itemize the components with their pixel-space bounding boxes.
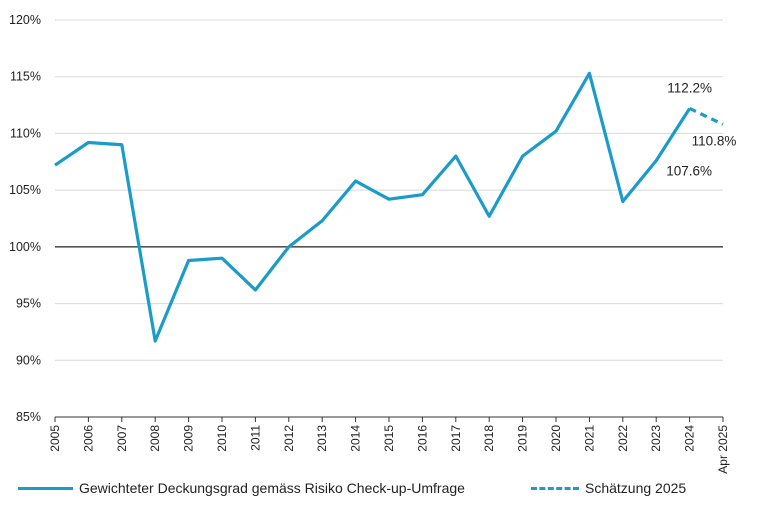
x-tick-label: 2016 bbox=[415, 425, 429, 452]
y-tick-label: 120% bbox=[9, 13, 41, 27]
x-tick-label: 2020 bbox=[549, 425, 563, 452]
y-tick-label: 90% bbox=[16, 353, 41, 367]
x-tick-label: 2005 bbox=[48, 425, 62, 452]
x-tick-label: 2017 bbox=[449, 425, 463, 452]
y-tick-label: 100% bbox=[9, 240, 41, 254]
series-lines bbox=[54, 71, 724, 343]
x-axis-ticks: 2005 2006 2007 2008 2009 2010 2011 2012 2013 2014… bbox=[48, 417, 730, 474]
line-chart: 85%90%95%100%105%110%115%120% 2005 2006 20… bbox=[9, 13, 736, 474]
legend-dashed-line-swatch bbox=[531, 486, 579, 490]
x-tick-label: 2008 bbox=[148, 425, 162, 452]
x-tick-label: 2015 bbox=[382, 425, 396, 452]
series-line-main bbox=[54, 71, 691, 343]
legend: Gewichteter Deckungsgrad gemäss Risiko C… bbox=[18, 480, 748, 502]
y-tick-label: 110% bbox=[10, 126, 41, 140]
y-tick-label: 115% bbox=[10, 70, 41, 84]
data-label: 112.2% bbox=[667, 80, 712, 95]
x-tick-label: 2024 bbox=[683, 425, 697, 452]
series-line-estimate bbox=[688, 107, 724, 126]
x-tick-label: 2007 bbox=[115, 425, 129, 452]
x-tick-label: 2013 bbox=[315, 425, 329, 452]
x-tick-label: 2014 bbox=[349, 425, 363, 452]
x-tick-label: 2009 bbox=[182, 425, 196, 452]
legend-solid-line-swatch bbox=[18, 486, 73, 490]
legend-item-main: Gewichteter Deckungsgrad gemäss Risiko C… bbox=[18, 480, 465, 496]
y-tick-label: 95% bbox=[16, 297, 41, 311]
x-tick-label: 2012 bbox=[282, 425, 296, 452]
annotations: 112.2% 110.8% 107.6% bbox=[666, 80, 736, 178]
x-tick-label: 2018 bbox=[482, 425, 496, 452]
legend-item-estimate: Schätzung 2025 bbox=[531, 480, 686, 496]
y-axis-ticks: 85% 90% 95% 100% 105% 110% 115% 120% bbox=[9, 13, 41, 424]
data-label: 110.8% bbox=[692, 133, 737, 148]
grid-lines bbox=[55, 19, 723, 361]
x-tick-label: Apr 2025 bbox=[716, 425, 730, 474]
x-tick-label: 2019 bbox=[516, 425, 530, 452]
x-tick-label: 2023 bbox=[649, 425, 663, 452]
x-tick-label: 2011 bbox=[248, 425, 262, 451]
legend-label-main: Gewichteter Deckungsgrad gemäss Risiko C… bbox=[79, 480, 465, 496]
x-tick-label: 2021 bbox=[582, 425, 596, 452]
legend-label-estimate: Schätzung 2025 bbox=[585, 480, 687, 496]
y-tick-label: 105% bbox=[9, 183, 41, 197]
x-tick-label: 2010 bbox=[215, 425, 229, 452]
x-tick-label: 2022 bbox=[616, 425, 630, 452]
y-tick-label: 85% bbox=[16, 410, 41, 424]
data-label: 107.6% bbox=[666, 164, 712, 179]
x-tick-label: 2006 bbox=[81, 425, 95, 452]
